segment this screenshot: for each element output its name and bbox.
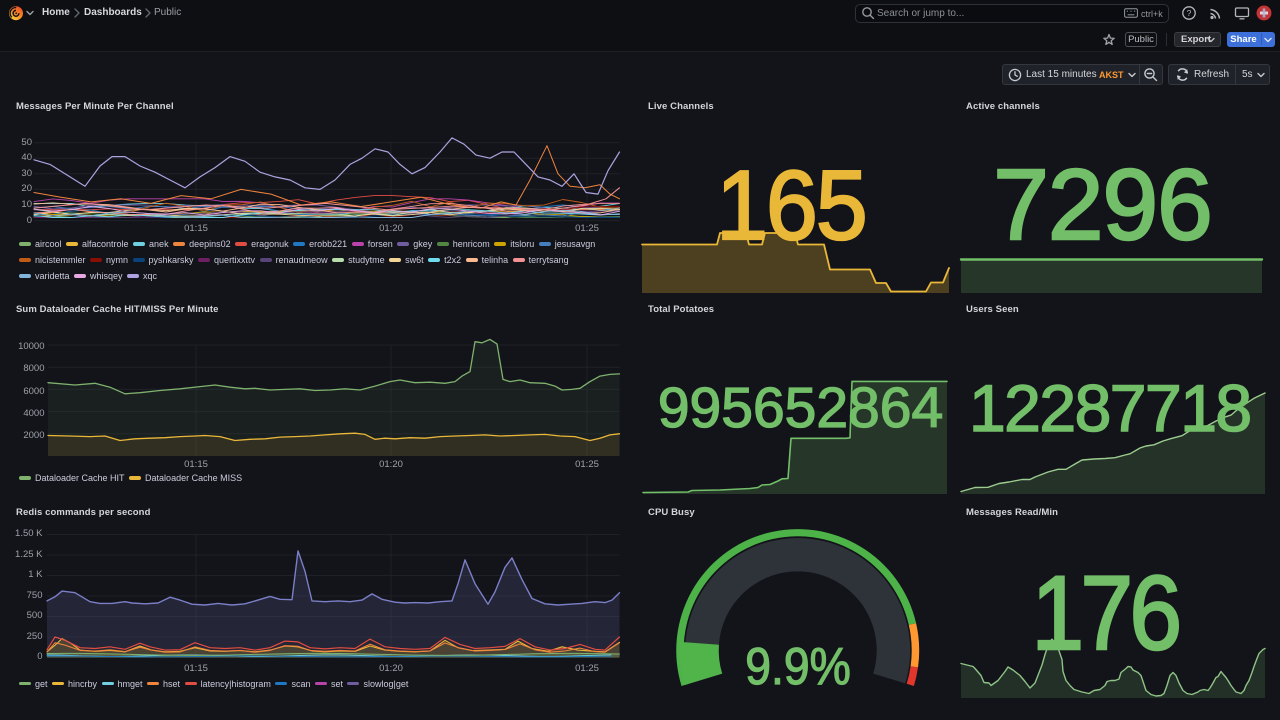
svg-text:?: ? bbox=[1187, 8, 1192, 18]
